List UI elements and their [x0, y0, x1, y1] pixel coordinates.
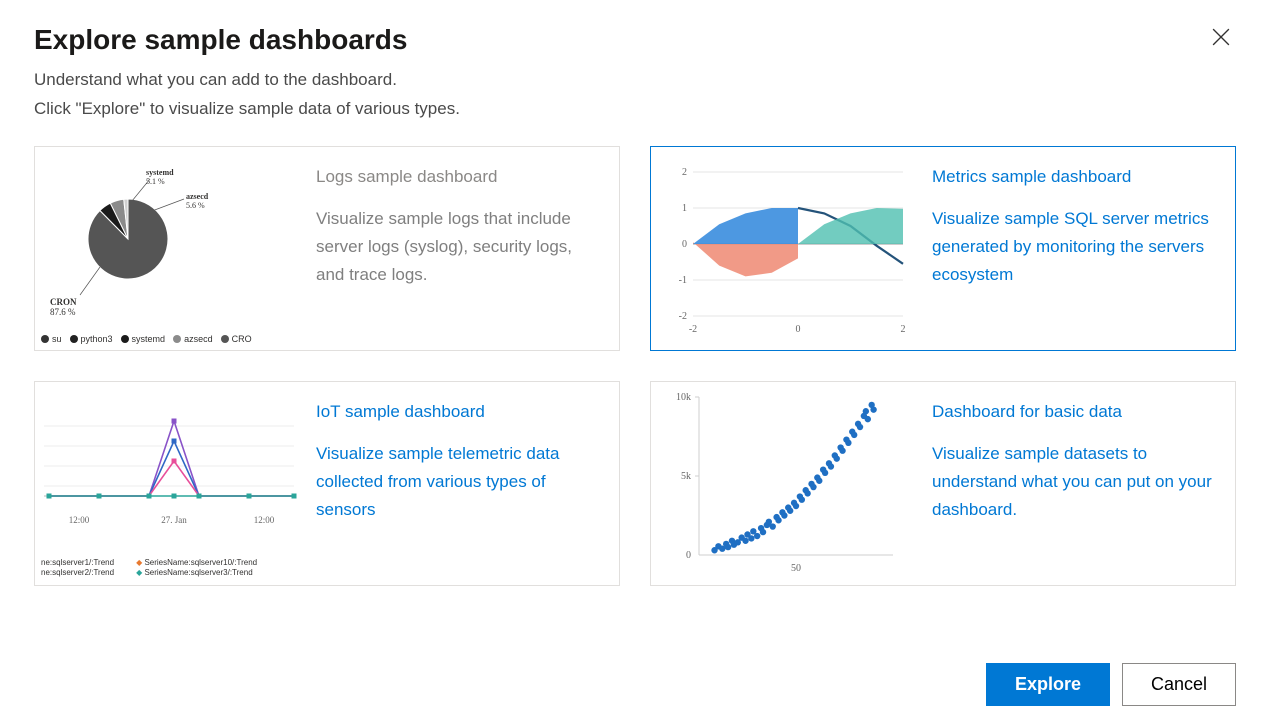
thumb-basic-scatter: 0 5k 10k 50: [651, 382, 916, 585]
card-title: Logs sample dashboard: [316, 167, 597, 187]
svg-text:CRON: CRON: [50, 297, 77, 307]
svg-text:1: 1: [682, 203, 687, 214]
card-basic[interactable]: 0 5k 10k 50 Dashboard for basic data Visual…: [650, 381, 1236, 586]
svg-text:12:00: 12:00: [253, 515, 274, 525]
cancel-button[interactable]: Cancel: [1122, 663, 1236, 706]
svg-text:-2: -2: [678, 311, 686, 322]
svg-text:27. Jan: 27. Jan: [161, 515, 187, 525]
dialog-footer: Explore Cancel: [986, 663, 1236, 706]
close-icon[interactable]: [1212, 28, 1236, 52]
card-title: IoT sample dashboard: [316, 402, 597, 422]
svg-text:0: 0: [682, 239, 687, 250]
explore-dashboards-dialog: Explore sample dashboards Understand wha…: [0, 0, 1270, 726]
explore-button[interactable]: Explore: [986, 663, 1110, 706]
svg-text:2: 2: [682, 167, 687, 178]
dashboard-card-grid: CRON87.6 %systemd5.1 %azsecd5.6 % supyth…: [34, 146, 1236, 586]
svg-text:-1: -1: [678, 275, 686, 286]
card-title: Metrics sample dashboard: [932, 167, 1213, 187]
dialog-title: Explore sample dashboards: [34, 24, 1236, 56]
svg-text:2: 2: [900, 324, 905, 335]
card-title: Dashboard for basic data: [932, 402, 1213, 422]
card-desc: Visualize sample telemetric data collect…: [316, 440, 597, 524]
card-desc: Visualize sample datasets to understand …: [932, 440, 1213, 524]
svg-text:12:00: 12:00: [68, 515, 89, 525]
card-logs[interactable]: CRON87.6 %systemd5.1 %azsecd5.6 % supyth…: [34, 146, 620, 351]
thumb-iot-line: 12:0027. Jan12:00 ne:sqlserver1/:Trendne…: [35, 382, 300, 585]
card-metrics[interactable]: -2 -1 0 1 2 -2 0 2 Metrics sample dashboard Vis…: [650, 146, 1236, 351]
svg-text:0: 0: [795, 324, 800, 335]
svg-text:87.6 %: 87.6 %: [50, 307, 76, 317]
svg-text:10k: 10k: [676, 392, 691, 403]
svg-text:50: 50: [791, 563, 801, 574]
dialog-subtitle-line1: Understand what you can add to the dashb…: [34, 66, 1236, 95]
card-iot[interactable]: 12:0027. Jan12:00 ne:sqlserver1/:Trendne…: [34, 381, 620, 586]
svg-text:-2: -2: [688, 324, 696, 335]
svg-text:0: 0: [686, 550, 691, 561]
card-desc: Visualize sample logs that include serve…: [316, 205, 597, 289]
dialog-subtitle-line2: Click "Explore" to visualize sample data…: [34, 95, 1236, 124]
thumb-metrics-area: -2 -1 0 1 2 -2 0 2: [651, 147, 916, 350]
svg-text:5k: 5k: [681, 471, 691, 482]
svg-text:5.6 %: 5.6 %: [186, 201, 205, 210]
svg-text:azsecd: azsecd: [186, 192, 209, 201]
card-desc: Visualize sample SQL server metrics gene…: [932, 205, 1213, 289]
dialog-subtitle: Understand what you can add to the dashb…: [34, 66, 1236, 124]
svg-text:systemd: systemd: [146, 168, 174, 177]
thumb-logs-pie: CRON87.6 %systemd5.1 %azsecd5.6 % supyth…: [35, 147, 300, 350]
svg-text:5.1 %: 5.1 %: [146, 177, 165, 186]
